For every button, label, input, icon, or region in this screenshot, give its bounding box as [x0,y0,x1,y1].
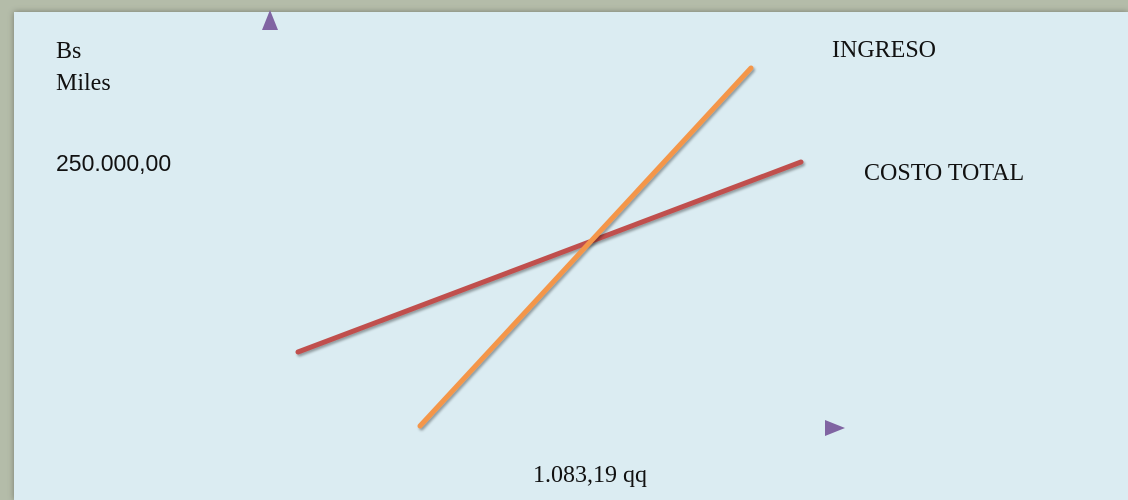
y-axis-label-line-2: Miles [56,70,111,96]
series-ingreso-line [417,65,754,429]
x-axis-arrow-icon [825,420,845,436]
x-axis [268,420,845,436]
y-reference-label: 250.000,00 [56,150,172,176]
legend-costo-total-label: COSTO TOTAL [864,160,1025,186]
y-axis-arrow-icon [262,10,278,30]
y-axis-label-line-1: Bs [56,38,82,64]
series-costo-total-line [295,159,804,355]
chart-panel [14,12,1128,500]
y-axis [262,10,278,428]
x-reference-label: 1.083,19 qq [533,462,647,488]
legend-ingreso-label: INGRESO [832,37,937,63]
